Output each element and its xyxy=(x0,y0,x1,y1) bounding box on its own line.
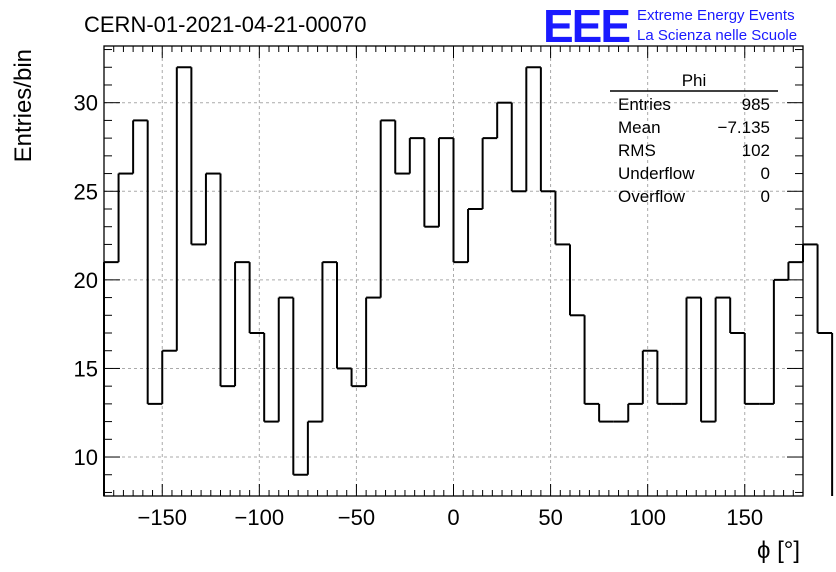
chart-title: CERN-01-2021-04-21-00070 xyxy=(84,12,367,37)
x-tick-labels: −150 −100 −50 0 50 100 150 xyxy=(137,505,763,530)
x-tick-label: −100 xyxy=(235,505,285,530)
x-axis-title: ϕ [°] xyxy=(757,537,800,564)
stats-box: Phi Entries 985 Mean −7.135 RMS 102 Underflow 0… xyxy=(610,71,778,206)
stats-label: Underflow xyxy=(618,164,695,183)
grid-lines xyxy=(104,46,803,496)
x-tick-label: −150 xyxy=(137,505,187,530)
y-tick-label: 30 xyxy=(74,91,98,116)
y-tick-label: 10 xyxy=(74,445,98,470)
stats-label: RMS xyxy=(618,141,656,160)
branding-line-1: Extreme Energy Events xyxy=(637,7,795,24)
stats-label: Mean xyxy=(618,118,661,137)
stats-value: −7.135 xyxy=(718,118,770,137)
stats-rows: Entries 985 Mean −7.135 RMS 102 Underflow 0 Over… xyxy=(618,95,770,206)
axis-ticks xyxy=(104,46,803,496)
x-tick-label: 150 xyxy=(726,505,763,530)
x-tick-label: 0 xyxy=(447,505,459,530)
stats-label: Overflow xyxy=(618,187,686,206)
branding-line-2: La Scienza nelle Scuole xyxy=(637,27,797,44)
stats-value: 0 xyxy=(761,187,770,206)
y-tick-label: 20 xyxy=(74,268,98,293)
stats-box-title: Phi xyxy=(682,71,707,90)
x-tick-label: 100 xyxy=(629,505,666,530)
y-tick-label: 15 xyxy=(74,356,98,381)
x-tick-label: −50 xyxy=(338,505,375,530)
stats-value: 0 xyxy=(761,164,770,183)
stats-value: 102 xyxy=(742,141,770,160)
stats-label: Entries xyxy=(618,95,671,114)
stats-value: 985 xyxy=(742,95,770,114)
branding: EEE Extreme Energy Events La Scienza nel… xyxy=(543,0,797,52)
y-tick-label: 25 xyxy=(74,179,98,204)
x-tick-label: 50 xyxy=(538,505,562,530)
eee-logo: EEE xyxy=(543,0,629,52)
y-tick-labels: 10 15 20 25 30 xyxy=(74,91,98,470)
y-axis-title: Entries/bin xyxy=(10,49,37,162)
